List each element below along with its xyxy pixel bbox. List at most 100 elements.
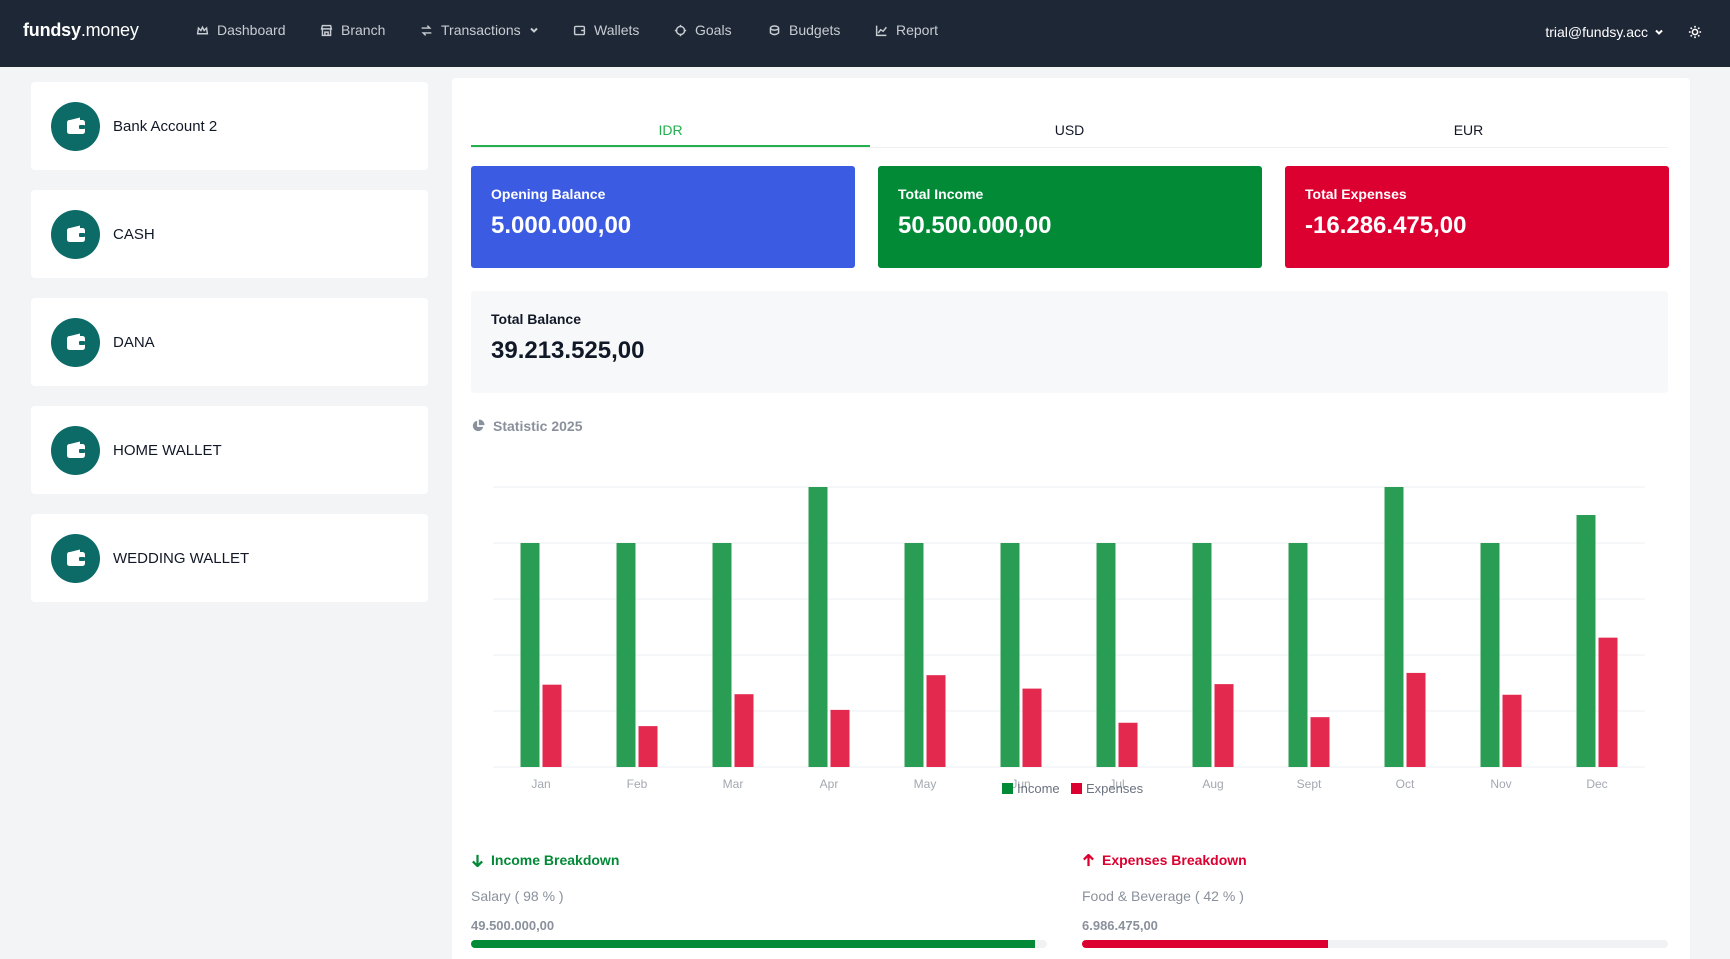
wallet-card[interactable]: CASH — [31, 190, 428, 278]
income-breakdown-heading: Income Breakdown — [471, 852, 619, 868]
wallet-card[interactable]: HOME WALLET — [31, 406, 428, 494]
chevron-down-icon — [529, 27, 538, 33]
expenses-category-amount: 6.986.475,00 — [1082, 918, 1158, 933]
expenses-progress-fill — [1082, 940, 1329, 948]
nav-goals[interactable]: Goals — [674, 22, 732, 38]
statistic-heading: Statistic 2025 — [471, 418, 583, 434]
store-icon — [320, 24, 333, 36]
expenses-breakdown-heading: Expenses Breakdown — [1082, 852, 1247, 868]
bar-expenses-apr — [830, 709, 850, 767]
bar-expenses-jan — [542, 684, 562, 767]
total-balance-value: 39.213.525,00 — [491, 337, 645, 364]
bar-expenses-oct — [1406, 672, 1426, 767]
nav-branch[interactable]: Branch — [320, 22, 385, 38]
wallet-name: HOME WALLET — [113, 441, 222, 459]
income-progress-fill — [471, 940, 1036, 948]
top-navbar: fundsy.money Dashboard Branch Transactio… — [0, 0, 1730, 67]
nav-branch-label: Branch — [341, 22, 386, 38]
bar-income-jan — [520, 543, 540, 767]
bar-income-nov — [1480, 543, 1500, 767]
x-tick-label: Sept — [1297, 777, 1322, 791]
wallet-icon — [51, 425, 100, 475]
tab-eur[interactable]: EUR — [1453, 122, 1484, 138]
nav-goals-label: Goals — [695, 22, 732, 38]
x-tick-label: Feb — [627, 777, 648, 791]
income-category-amount: 49.500.000,00 — [471, 918, 555, 933]
user-menu[interactable]: trial@fundsy.acc — [1545, 24, 1664, 40]
total-expenses-value: -16.286.475,00 — [1305, 212, 1467, 239]
tab-idr[interactable]: IDR — [471, 118, 870, 147]
nav-budgets[interactable]: Budgets — [768, 22, 840, 38]
bar-income-mar — [712, 543, 732, 767]
legend-swatch-expenses — [1071, 783, 1082, 794]
wallet-icon — [51, 101, 100, 151]
bar-income-jul — [1096, 543, 1116, 767]
bar-expenses-nov — [1502, 694, 1522, 767]
bar-expenses-jul — [1118, 722, 1138, 767]
expenses-progress-track — [1082, 940, 1668, 948]
wallet-name: DANA — [113, 333, 155, 351]
wallet-card[interactable]: DANA — [31, 298, 428, 386]
statistic-title: Statistic 2025 — [493, 418, 583, 434]
opening-balance-value: 5.000.000,00 — [491, 212, 632, 239]
bar-income-dec — [1576, 515, 1596, 767]
wallet-card[interactable]: Bank Account 2 — [31, 82, 428, 170]
wallet-icon — [51, 317, 100, 367]
user-email: trial@fundsy.acc — [1545, 24, 1648, 40]
legend-label-expenses: Expenses — [1086, 781, 1144, 796]
total-expenses-label: Total Expenses — [1305, 186, 1407, 202]
chart-line-icon — [875, 25, 887, 36]
total-balance-card: Total Balance 39.213.525,00 — [471, 291, 1668, 393]
bar-income-aug — [1192, 543, 1212, 767]
wallet-icon — [51, 533, 100, 583]
x-tick-label: Aug — [1202, 777, 1223, 791]
target-icon — [674, 24, 687, 36]
bar-income-oct — [1384, 487, 1404, 767]
bar-income-feb — [616, 543, 636, 767]
wallet-name: WEDDING WALLET — [113, 549, 250, 567]
tab-usd[interactable]: USD — [1054, 122, 1085, 138]
total-balance-label: Total Balance — [491, 311, 581, 327]
x-tick-label: Apr — [820, 777, 839, 791]
nav-wallets[interactable]: Wallets — [573, 22, 639, 38]
wallet-icon — [573, 25, 586, 35]
bar-expenses-sept — [1310, 717, 1330, 767]
nav-transactions-label: Transactions — [441, 22, 521, 38]
legend-swatch-income — [1002, 783, 1013, 794]
x-tick-label: Mar — [723, 777, 744, 791]
nav-report[interactable]: Report — [875, 22, 938, 38]
total-income-card: Total Income 50.500.000,00 — [878, 166, 1262, 268]
dashboard-panel: IDR USD EUR Opening Balance 5.000.000,00… — [452, 78, 1690, 959]
transfer-icon — [421, 24, 432, 36]
x-tick-label: Nov — [1490, 777, 1511, 791]
bar-income-apr — [808, 487, 828, 767]
nav-transactions[interactable]: Transactions — [420, 22, 539, 38]
income-breakdown-title: Income Breakdown — [491, 852, 620, 868]
sun-icon — [1688, 25, 1702, 39]
bar-expenses-dec — [1598, 637, 1618, 767]
nav-report-label: Report — [896, 22, 939, 38]
opening-balance-card: Opening Balance 5.000.000,00 — [471, 166, 855, 268]
crown-icon — [196, 25, 209, 34]
wallet-name: CASH — [113, 225, 155, 243]
bar-expenses-mar — [734, 694, 754, 767]
nav-dashboard-label: Dashboard — [217, 22, 286, 38]
bar-income-jun — [1000, 543, 1020, 767]
arrow-up-icon — [1083, 853, 1094, 866]
statistic-bar-chart: Jan Feb Mar Apr May Jun Jul Aug Sept Oct Nov Dec Inc… — [493, 486, 1645, 796]
wallet-card[interactable]: WEDDING WALLET — [31, 514, 428, 602]
chevron-down-icon — [1655, 29, 1663, 35]
theme-toggle[interactable] — [1688, 25, 1702, 39]
x-tick-label: May — [914, 777, 937, 791]
bar-income-sept — [1288, 543, 1308, 767]
arrow-down-icon — [472, 854, 483, 867]
total-expenses-card: Total Expenses -16.286.475,00 — [1285, 166, 1669, 268]
expenses-breakdown-title: Expenses Breakdown — [1102, 852, 1247, 868]
nav-dashboard[interactable]: Dashboard — [196, 22, 286, 38]
app-logo[interactable]: fundsy.money — [23, 20, 139, 40]
x-tick-label: Dec — [1586, 777, 1607, 791]
x-tick-label: Jan — [531, 777, 550, 791]
x-tick-label: Oct — [1396, 777, 1415, 791]
opening-balance-label: Opening Balance — [491, 186, 606, 202]
pie-chart-icon — [472, 419, 485, 432]
